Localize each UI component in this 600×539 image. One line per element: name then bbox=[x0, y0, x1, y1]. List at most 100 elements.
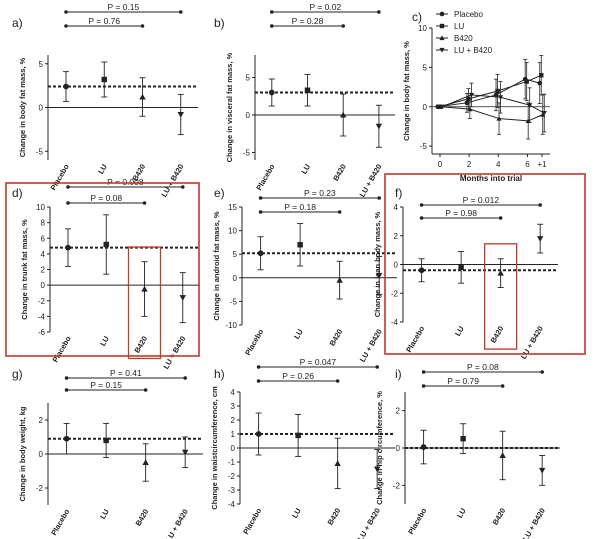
data-point bbox=[179, 295, 186, 301]
data-point bbox=[496, 115, 502, 121]
p-value-label: P = 0.98 bbox=[445, 208, 477, 218]
panel-d: d) -6 -4 -2 0 2 4 6 8 10 Change in trunk fat mass,… bbox=[12, 177, 200, 371]
panel-label: i) bbox=[395, 367, 402, 381]
comparison-end bbox=[256, 379, 261, 383]
y-axis-label: Change in body weight, kg bbox=[18, 406, 27, 501]
panel-c: c) -5 0 5 10 Change in body fat mass, % 0 2 4 6 +1… bbox=[402, 10, 550, 183]
y-tick-label: 8 bbox=[41, 219, 46, 228]
data-point bbox=[538, 467, 546, 474]
y-tick-label: 15 bbox=[228, 203, 237, 212]
y-tick-label: -6 bbox=[38, 328, 46, 337]
x-tick-label: Placebo bbox=[254, 162, 276, 192]
p-value-label: P = 0.41 bbox=[110, 368, 142, 378]
comparison-end bbox=[377, 196, 381, 200]
y-tick-label: -5 bbox=[420, 142, 428, 151]
legend-marker bbox=[439, 11, 445, 17]
x-tick-label: LU + B420 bbox=[519, 325, 545, 361]
y-tick-label: 2 bbox=[394, 232, 399, 241]
data-point bbox=[297, 242, 303, 248]
data-point bbox=[467, 106, 473, 112]
p-value-label: P = 0.23 bbox=[304, 188, 336, 198]
comparison-end bbox=[140, 24, 145, 28]
panel-b: b) -5 0 5 Change in visceral fat mass, % Plac… bbox=[214, 2, 395, 199]
comparison-end bbox=[375, 365, 379, 369]
data-point bbox=[458, 264, 464, 271]
data-point bbox=[497, 269, 504, 276]
p-value-label: P = 0.15 bbox=[90, 380, 122, 390]
data-point bbox=[177, 111, 184, 118]
legend-marker bbox=[439, 23, 445, 29]
comparison-end bbox=[421, 384, 426, 388]
y-tick-label: 4 bbox=[394, 203, 399, 212]
y-axis-label: Change in waistcircumference, cm bbox=[210, 386, 219, 510]
y-tick-label: -2 bbox=[393, 481, 401, 490]
y-tick-label: 0 bbox=[233, 274, 238, 283]
comparison-end bbox=[500, 384, 505, 388]
legend-entry: LU + B420 bbox=[454, 46, 493, 55]
y-tick-label: -2 bbox=[391, 289, 399, 298]
data-point bbox=[468, 92, 474, 98]
data-point bbox=[295, 432, 301, 439]
data-point bbox=[304, 87, 311, 93]
data-point bbox=[524, 79, 529, 84]
x-tick-label: B420 bbox=[331, 163, 348, 183]
y-tick-label: 5 bbox=[423, 63, 428, 72]
p-value-label: P = 0.76 bbox=[88, 16, 120, 26]
p-value-label: P = 0.08 bbox=[467, 362, 499, 372]
comparison-end bbox=[178, 10, 183, 14]
comparison-end bbox=[419, 203, 424, 207]
x-tick-label: LU + B420 bbox=[159, 163, 185, 199]
x-tick-label: Placebo bbox=[51, 334, 73, 364]
y-tick-label: -5 bbox=[36, 147, 44, 156]
y-axis-label: Change in body fat mass, % bbox=[18, 57, 27, 157]
x-tick-label: LU bbox=[98, 508, 111, 521]
y-axis-label: Change in android fat mass, % bbox=[212, 211, 221, 321]
comparison-end bbox=[64, 10, 68, 14]
comparison-end bbox=[498, 216, 503, 220]
y-tick-label: 2 bbox=[41, 266, 46, 275]
y-tick-label: -5 bbox=[230, 297, 238, 306]
panel-i: i) -2 0 2 Change in hip circumference, % Plac… bbox=[375, 362, 560, 539]
x-tick-label: LU + B420 bbox=[521, 507, 547, 539]
y-tick-label: -1 bbox=[228, 458, 236, 467]
y-tick-label: 10 bbox=[36, 203, 45, 212]
data-point bbox=[63, 83, 69, 90]
comparison-end bbox=[270, 24, 274, 28]
x-tick-label: 2 bbox=[467, 160, 472, 169]
comparison-end bbox=[538, 203, 542, 207]
y-tick-label: -10 bbox=[225, 321, 237, 330]
comparison-end bbox=[419, 216, 424, 220]
p-value-label: P = 0.047 bbox=[300, 357, 337, 367]
data-point bbox=[497, 95, 504, 100]
y-axis-label: Change in body fat mass, % bbox=[402, 41, 411, 141]
x-tick-label: LU bbox=[455, 507, 468, 520]
y-tick-label: 0 bbox=[41, 281, 46, 290]
data-point bbox=[142, 459, 149, 466]
x-tick-label: B420 bbox=[132, 335, 149, 355]
series-0: Placebo bbox=[435, 10, 543, 113]
comparison-end bbox=[143, 388, 148, 392]
y-tick-label: 10 bbox=[228, 227, 237, 236]
p-value-label: P = 0.08 bbox=[90, 193, 122, 203]
p-value-label: P = 0.008 bbox=[107, 177, 144, 187]
p-value-label: P = 0.28 bbox=[292, 16, 324, 26]
data-point bbox=[63, 435, 70, 442]
y-tick-label: 0 bbox=[39, 450, 44, 459]
p-value-label: P = 0.15 bbox=[108, 2, 140, 12]
comparison-end bbox=[377, 10, 381, 14]
data-point bbox=[255, 431, 262, 437]
panel-label: b) bbox=[214, 16, 225, 30]
x-tick-label: LU bbox=[98, 335, 111, 348]
data-point bbox=[499, 452, 506, 459]
data-point bbox=[536, 236, 544, 242]
y-tick-label: -4 bbox=[38, 312, 46, 321]
comparison-end bbox=[258, 196, 263, 200]
y-tick-label: -2 bbox=[38, 297, 46, 306]
data-point bbox=[527, 103, 533, 108]
comparison-end bbox=[66, 201, 70, 205]
y-tick-label: -5 bbox=[243, 149, 251, 158]
y-tick-label: 5 bbox=[246, 74, 251, 83]
x-tick-label: LU bbox=[299, 163, 312, 176]
y-tick-label: 3 bbox=[231, 402, 236, 411]
